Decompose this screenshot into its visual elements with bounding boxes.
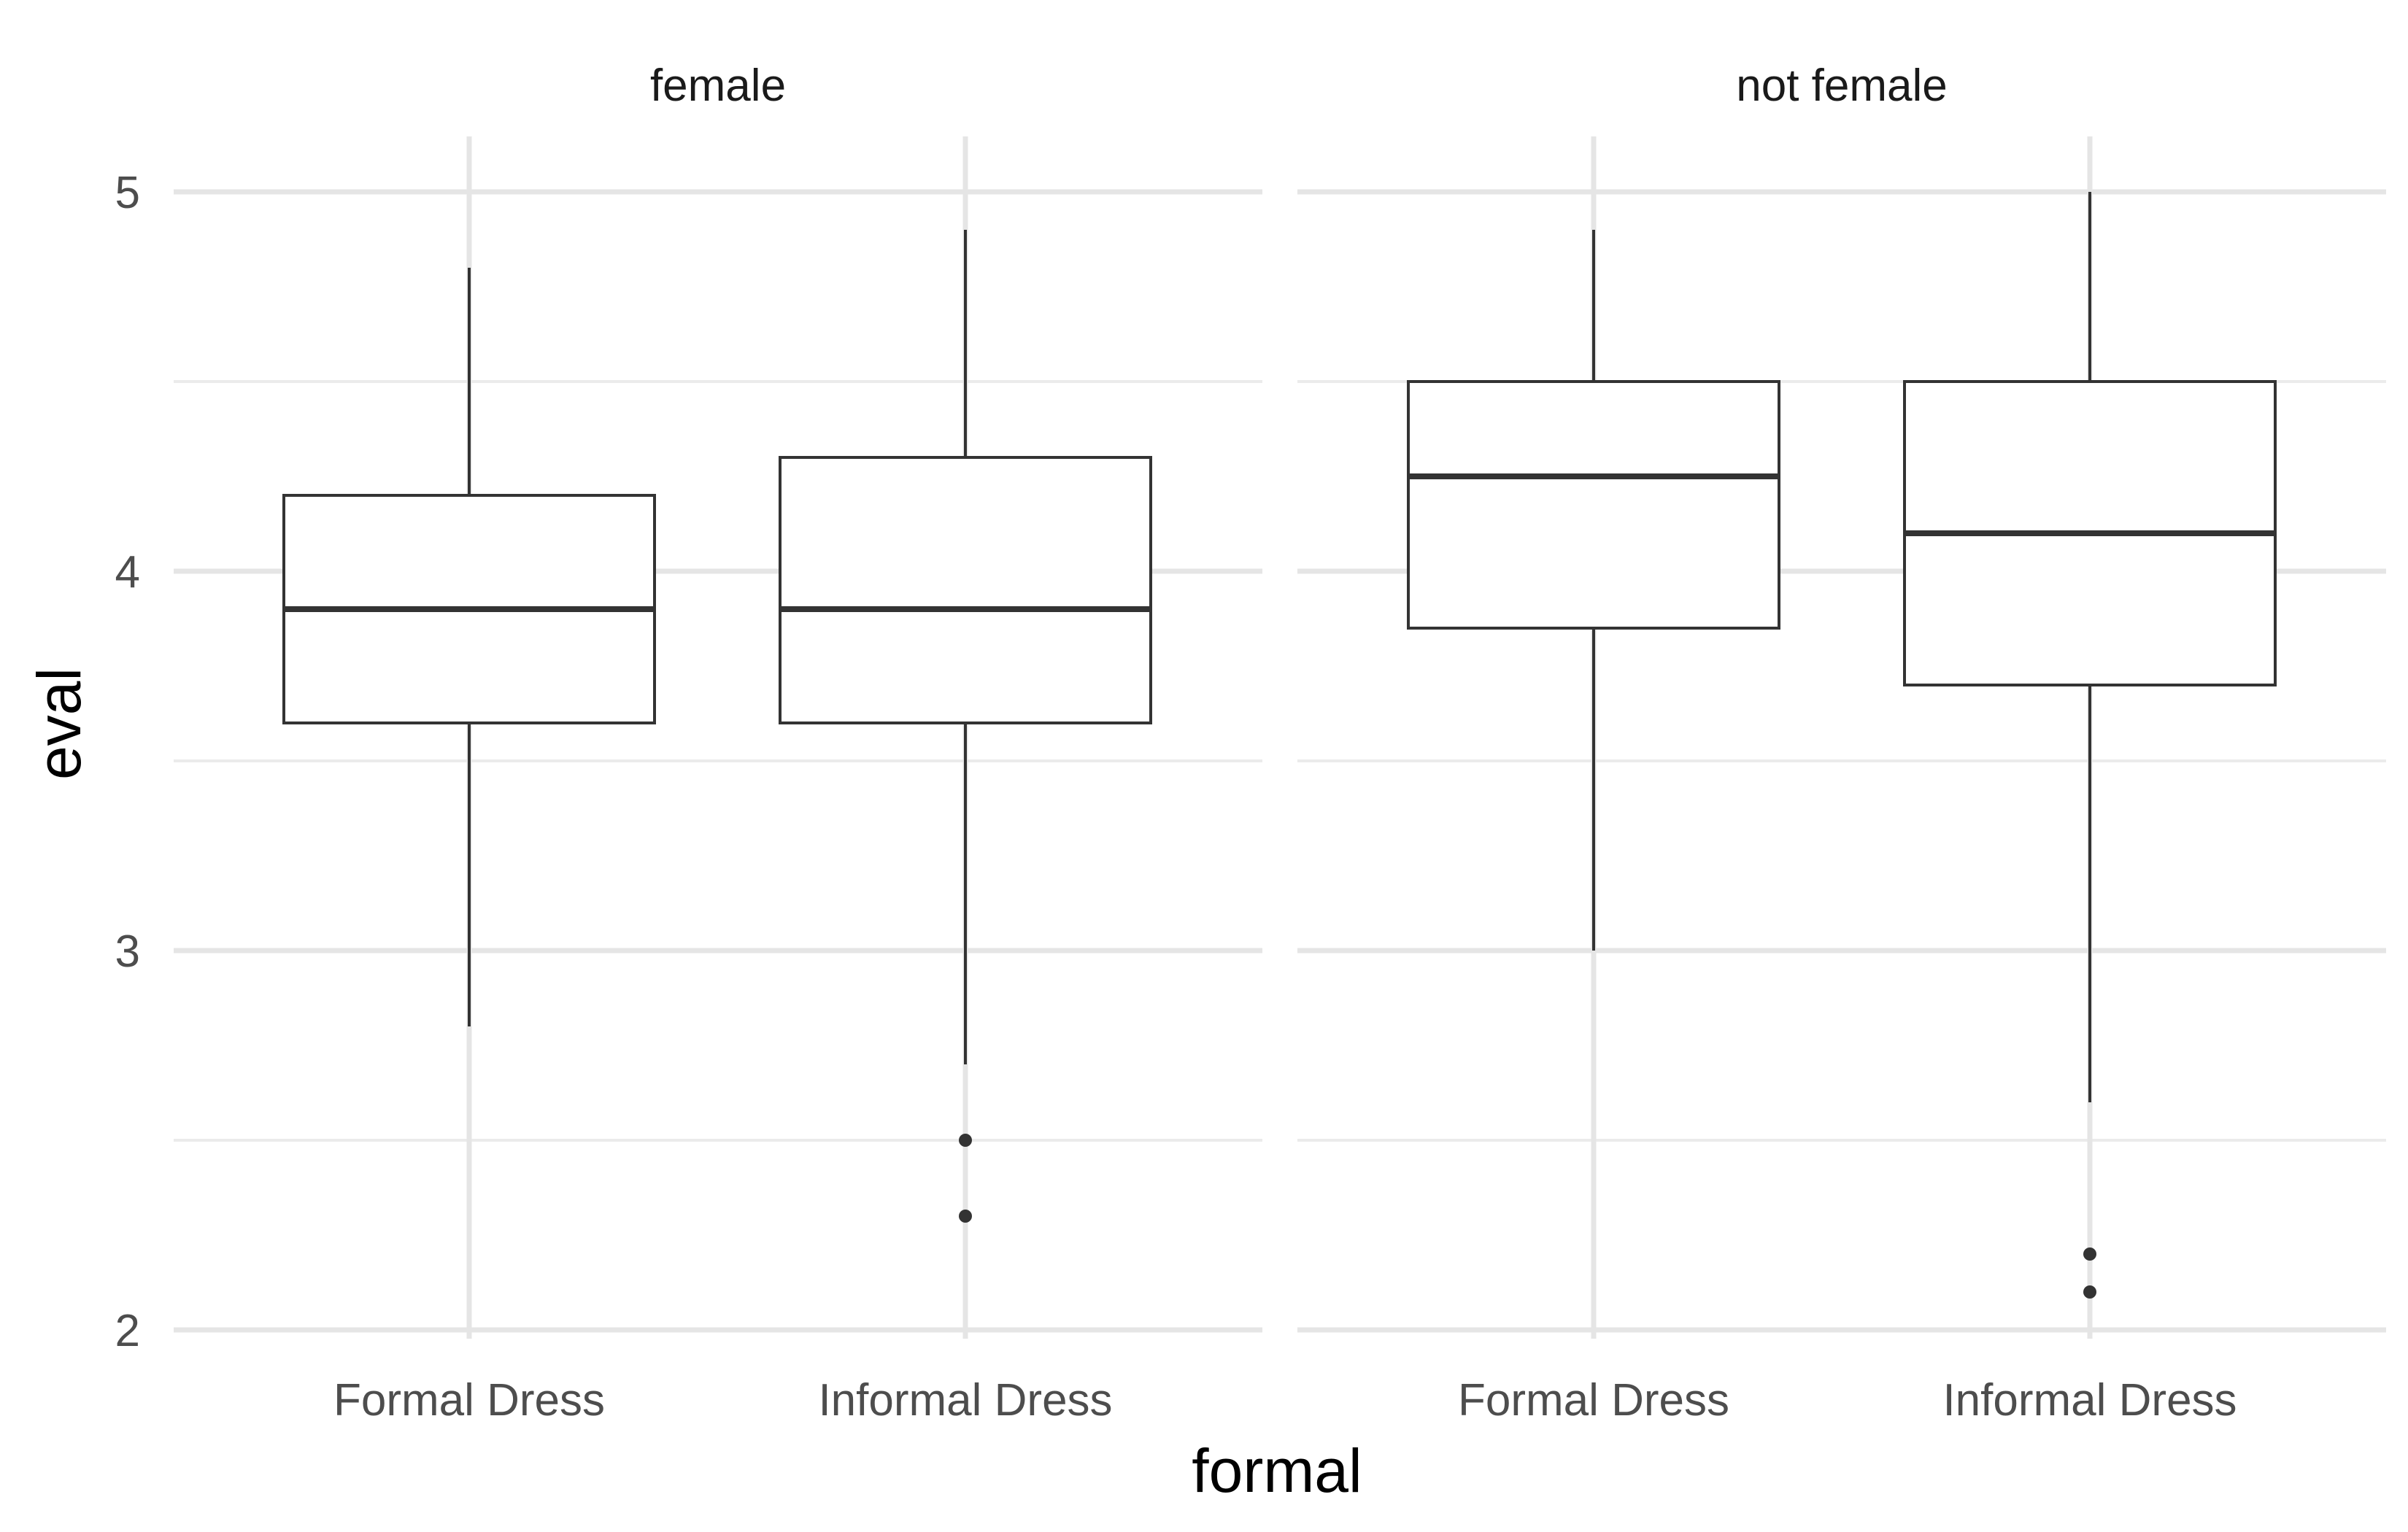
box-iqr xyxy=(1407,380,1780,630)
box-iqr xyxy=(779,456,1152,724)
x-tick-label: Informal Dress xyxy=(818,1375,1112,1425)
outlier-point xyxy=(2083,1247,2096,1261)
x-tick-label: Formal Dress xyxy=(333,1375,605,1425)
outlier-point xyxy=(2083,1285,2096,1299)
label-layer: female Formal Dress Informal Dress not fema… xyxy=(115,61,2237,1425)
outlier-point xyxy=(959,1134,972,1147)
y-axis-title: eval xyxy=(25,668,93,780)
x-tick-label: Formal Dress xyxy=(1458,1375,1729,1425)
y-tick-label: 4 xyxy=(115,547,140,597)
outlier-point xyxy=(959,1210,972,1223)
x-axis-title: formal xyxy=(1192,1436,1362,1505)
facet-label: not female xyxy=(1736,61,1948,111)
y-tick-label: 3 xyxy=(115,926,140,977)
x-tick-label: Informal Dress xyxy=(1942,1375,2237,1425)
y-tick-label: 2 xyxy=(115,1306,140,1356)
grid-layer xyxy=(174,136,2386,1339)
facet-label: female xyxy=(650,61,786,111)
y-tick-label: 5 xyxy=(115,168,140,218)
box-layer xyxy=(282,192,2277,1299)
